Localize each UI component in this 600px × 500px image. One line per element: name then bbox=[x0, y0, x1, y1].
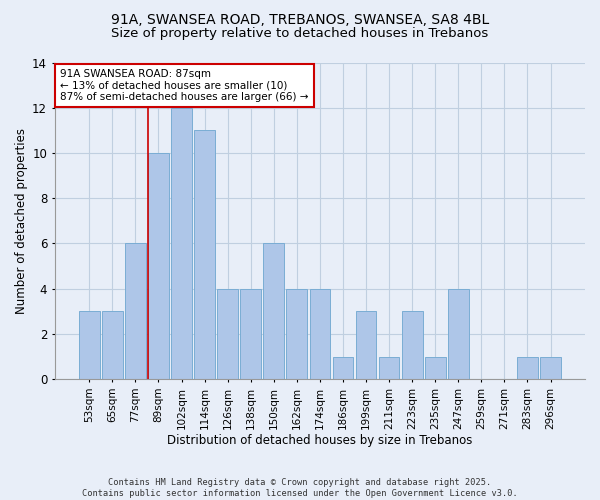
Text: 91A SWANSEA ROAD: 87sqm
← 13% of detached houses are smaller (10)
87% of semi-de: 91A SWANSEA ROAD: 87sqm ← 13% of detache… bbox=[60, 69, 308, 102]
Bar bbox=[148, 153, 169, 379]
Bar bbox=[171, 108, 192, 379]
Text: 91A, SWANSEA ROAD, TREBANOS, SWANSEA, SA8 4BL: 91A, SWANSEA ROAD, TREBANOS, SWANSEA, SA… bbox=[111, 12, 489, 26]
Bar bbox=[517, 356, 538, 379]
Bar bbox=[448, 288, 469, 379]
Bar bbox=[332, 356, 353, 379]
Bar bbox=[356, 312, 376, 379]
Bar bbox=[402, 312, 422, 379]
Text: Size of property relative to detached houses in Trebanos: Size of property relative to detached ho… bbox=[112, 28, 488, 40]
Bar bbox=[241, 288, 261, 379]
Bar bbox=[194, 130, 215, 379]
Bar bbox=[217, 288, 238, 379]
Bar bbox=[310, 288, 330, 379]
Y-axis label: Number of detached properties: Number of detached properties bbox=[15, 128, 28, 314]
Bar bbox=[79, 312, 100, 379]
Text: Contains HM Land Registry data © Crown copyright and database right 2025.
Contai: Contains HM Land Registry data © Crown c… bbox=[82, 478, 518, 498]
X-axis label: Distribution of detached houses by size in Trebanos: Distribution of detached houses by size … bbox=[167, 434, 473, 448]
Bar bbox=[125, 244, 146, 379]
Bar bbox=[425, 356, 446, 379]
Bar bbox=[379, 356, 400, 379]
Bar bbox=[286, 288, 307, 379]
Bar bbox=[540, 356, 561, 379]
Bar bbox=[263, 244, 284, 379]
Bar bbox=[102, 312, 123, 379]
